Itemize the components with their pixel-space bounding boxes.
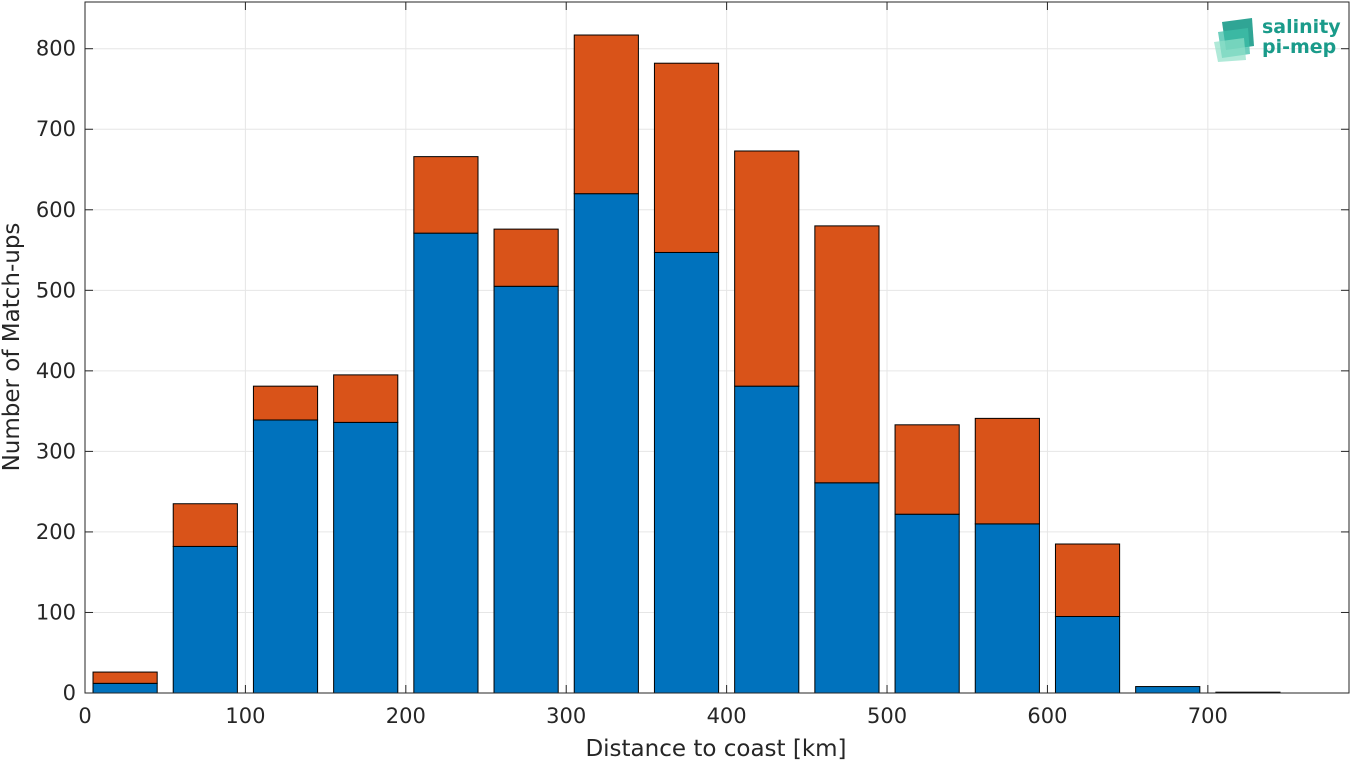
axes	[84, 1, 1350, 694]
bar-series1	[493, 285, 559, 694]
bar-series1	[92, 682, 158, 694]
bar-series2	[894, 424, 960, 515]
bar-series2	[653, 62, 720, 253]
y-tick-label: 800	[36, 37, 76, 61]
bar-series2	[333, 374, 399, 423]
bar-series1	[333, 421, 399, 694]
bar-series2	[252, 385, 319, 421]
bar-series2	[172, 503, 238, 547]
bar-series1	[1054, 615, 1121, 694]
bar-series2	[413, 156, 479, 234]
salinity-pimep-logo: salinity pi-mep	[1214, 16, 1341, 62]
bar-series1	[894, 513, 960, 694]
bar-series2	[573, 34, 639, 195]
y-tick-label: 600	[36, 198, 76, 222]
bar-series1	[413, 232, 479, 694]
bar-series2	[493, 228, 559, 287]
x-axis-label: Distance to coast [km]	[585, 736, 846, 761]
y-tick-label: 700	[36, 117, 76, 141]
x-tick-label: 100	[225, 704, 265, 728]
y-tick-label: 200	[36, 520, 76, 544]
bars	[92, 34, 1281, 694]
bar-series1	[974, 523, 1040, 694]
y-tick-label: 100	[36, 600, 76, 624]
x-tick-label: 700	[1188, 704, 1228, 728]
bar-series2	[92, 671, 158, 684]
bar-series1	[814, 482, 880, 694]
bar-series2	[1054, 543, 1121, 617]
tick-labels: 0 100 200 300 400 500 600 700 0 100 200 300 400 500 60…	[36, 37, 1228, 728]
x-tick-label: 300	[546, 704, 586, 728]
x-tick-label: 400	[707, 704, 747, 728]
y-tick-label: 400	[36, 359, 76, 383]
x-tick-label: 600	[1027, 704, 1067, 728]
x-tick-label: 0	[78, 704, 91, 728]
logo-line1: salinity	[1262, 16, 1341, 38]
axes-box	[84, 1, 1350, 694]
bar-series2	[814, 225, 880, 484]
wave-icon	[1214, 18, 1254, 62]
bar-series1	[172, 545, 238, 694]
bar-series1	[573, 193, 639, 694]
bar-series1	[252, 419, 319, 694]
y-axis-label: Number of Match-ups	[0, 223, 25, 472]
bar-series1	[653, 251, 720, 694]
bar-series1	[1135, 686, 1201, 694]
y-tick-label: 0	[63, 681, 76, 705]
bar-series2	[734, 150, 800, 387]
bar-series2	[974, 417, 1040, 525]
logo-line2: pi-mep	[1262, 36, 1336, 58]
x-tick-label: 200	[386, 704, 426, 728]
bar-series1	[734, 385, 800, 694]
y-tick-label: 500	[36, 278, 76, 302]
y-tick-label: 300	[36, 439, 76, 463]
x-tick-label: 500	[867, 704, 907, 728]
